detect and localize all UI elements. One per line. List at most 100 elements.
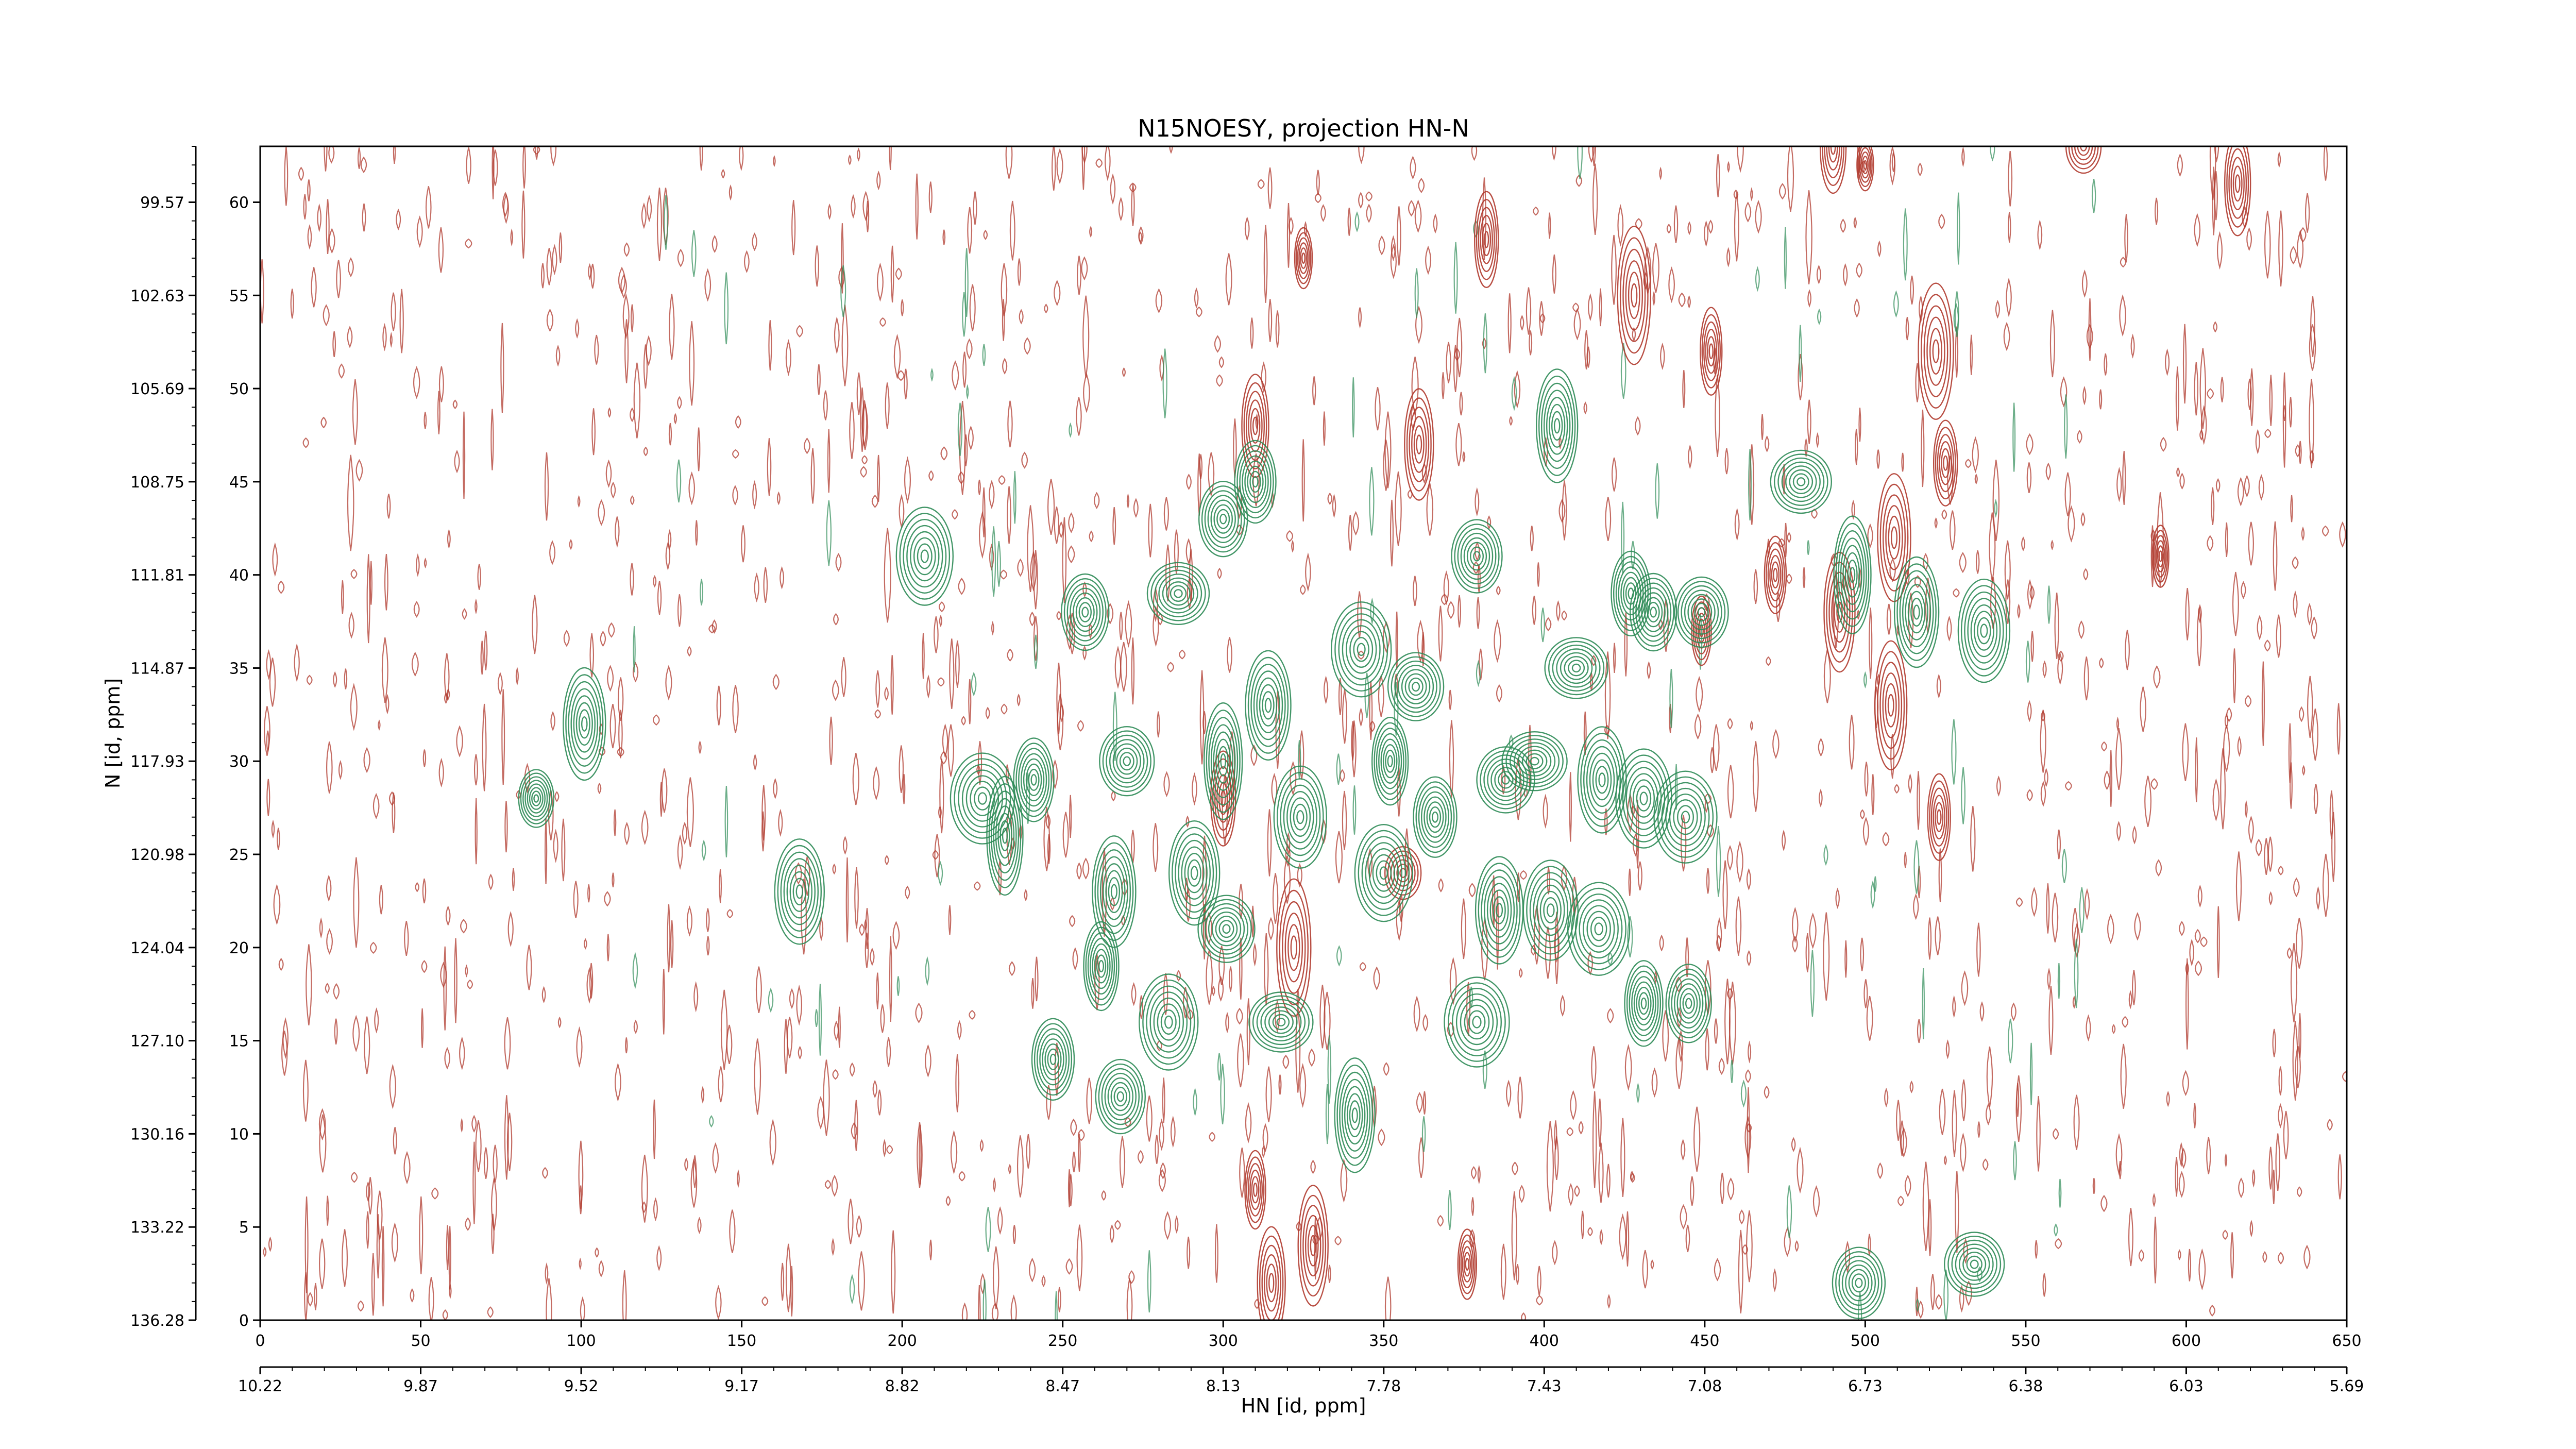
noise-contour xyxy=(2116,821,2121,842)
positive-peak-contour xyxy=(1249,470,1261,493)
x-ppm-tick-label: 7.43 xyxy=(1527,1377,1562,1395)
x-index-tick-label: 450 xyxy=(1690,1332,1719,1350)
noise-contour xyxy=(2111,1024,2116,1034)
noise-contour xyxy=(1910,275,1914,305)
noise-contour xyxy=(554,791,560,802)
noise-contour xyxy=(1533,206,1539,216)
noise-contour xyxy=(1570,1090,1577,1121)
positive-peak-contour xyxy=(1589,752,1615,807)
noise-contour xyxy=(829,716,833,765)
noise-contour xyxy=(647,195,652,223)
noise-contour xyxy=(876,171,881,191)
noise-contour xyxy=(2008,212,2011,243)
noise-contour xyxy=(1364,672,1369,718)
noise-contour xyxy=(1199,454,1203,479)
positive-peak-contour xyxy=(1641,592,1666,632)
positive-peak-contour xyxy=(1910,597,1923,627)
noise-contour xyxy=(1857,1291,1862,1320)
positive-peak-contour xyxy=(1687,594,1716,631)
noise-contour xyxy=(2323,853,2329,917)
negative-peak-contour xyxy=(1248,399,1263,452)
noise-contour xyxy=(625,1037,628,1054)
noise-contour xyxy=(1714,1018,1718,1044)
negative-peak-contour xyxy=(1935,427,1956,500)
noise-contour xyxy=(1584,330,1589,369)
positive-peak xyxy=(1146,562,1210,626)
negative-peak-contour xyxy=(1628,272,1640,319)
y-index-tick-label: 20 xyxy=(229,939,249,957)
noise-contour xyxy=(2182,723,2189,781)
noise-contour xyxy=(899,745,904,793)
positive-peak-contour xyxy=(1002,828,1008,844)
noise-contour xyxy=(319,1114,327,1173)
noise-contour xyxy=(2206,1137,2211,1174)
positive-peak-contour xyxy=(1154,569,1202,618)
noise-contour xyxy=(393,1127,397,1155)
noise-contour xyxy=(1959,552,1967,574)
noise-contour xyxy=(2072,995,2076,1009)
noise-contour xyxy=(2299,706,2304,722)
y-ppm-tick-label: 105.69 xyxy=(130,380,184,398)
positive-peak-contour xyxy=(531,790,541,806)
noise-contour xyxy=(347,257,354,277)
negative-peak-contour xyxy=(1819,146,1847,194)
noise-contour xyxy=(443,946,447,1031)
noise-contour xyxy=(1744,201,1752,223)
noise-contour xyxy=(2185,958,2189,1050)
noise-contour xyxy=(2029,585,2035,601)
noise-contour xyxy=(849,402,855,459)
noise-contour xyxy=(1138,1150,1144,1164)
noise-contour xyxy=(2030,631,2034,662)
noise-contour xyxy=(454,449,460,474)
noise-contour xyxy=(575,318,580,339)
noise-contour xyxy=(2278,1066,2283,1096)
noise-contour xyxy=(1209,1132,1215,1142)
positive-peak-contour xyxy=(1463,537,1490,576)
noise-contour xyxy=(2226,707,2232,722)
noise-contour xyxy=(2321,525,2329,537)
noise-contour xyxy=(741,525,745,563)
negative-peak-contour xyxy=(1247,1162,1263,1217)
noise-contour xyxy=(328,228,335,254)
noise-contour xyxy=(1175,1215,1179,1234)
noise-contour xyxy=(2261,661,2265,746)
positive-peak-contour xyxy=(1190,866,1198,880)
positive-peak-contour xyxy=(1033,1023,1073,1096)
noise-contour xyxy=(1239,1148,1245,1198)
noise-contour xyxy=(2276,614,2281,658)
noise-contour xyxy=(557,1016,562,1029)
noise-contour xyxy=(1264,933,1269,1006)
noise-contour xyxy=(1300,584,1306,595)
noise-contour xyxy=(884,528,891,623)
noise-contour xyxy=(622,293,630,340)
noise-contour xyxy=(2154,1217,2157,1284)
noise-contour xyxy=(2166,1090,2170,1107)
positive-peak-contour xyxy=(1398,665,1434,709)
positive-peak-contour xyxy=(1792,473,1809,491)
noise-contour xyxy=(1755,266,1760,292)
noise-contour xyxy=(413,366,420,399)
positive-peak-contour xyxy=(1538,375,1576,476)
noise-contour xyxy=(1792,935,1798,953)
noise-contour xyxy=(1195,306,1202,317)
noise-contour xyxy=(612,872,615,888)
noise-contour xyxy=(357,147,361,169)
noise-contour xyxy=(1358,146,1365,164)
noise-contour xyxy=(2049,310,2055,378)
noise-contour xyxy=(2031,887,2038,917)
positive-peak-contour xyxy=(1036,1028,1070,1091)
noise-contour xyxy=(1706,868,1710,894)
positive-peak-contour xyxy=(1342,1079,1368,1152)
noise-contour xyxy=(1359,707,1363,727)
noise-contour xyxy=(1784,523,1788,557)
noise-contour xyxy=(2107,914,2114,945)
negative-peak-contour xyxy=(1930,787,1947,847)
noise-contour xyxy=(1965,459,1972,468)
noise-contour xyxy=(1013,471,1016,524)
positive-peak xyxy=(1501,731,1568,791)
noise-contour xyxy=(2027,700,2032,722)
noise-contour xyxy=(1727,1177,1735,1201)
noise-contour xyxy=(2120,1043,2127,1109)
positive-peak xyxy=(1234,440,1277,524)
